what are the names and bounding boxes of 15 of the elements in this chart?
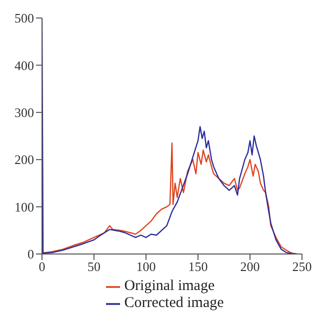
legend-label: Original image [124, 278, 215, 294]
y-tick-label: 400 [14, 58, 34, 73]
x-tick-label: 250 [292, 259, 312, 274]
legend-label: Corrected image [124, 295, 224, 311]
x-tick-label: 200 [240, 259, 260, 274]
y-tick-label: 0 [28, 246, 34, 262]
y-tick-label: 200 [14, 152, 34, 168]
y-tick-label: 500 [14, 10, 34, 26]
x-tick-label: 0 [38, 259, 46, 274]
y-tick-label: 300 [14, 105, 34, 120]
y-tick-label: 100 [14, 199, 34, 214]
x-tick-label: 100 [136, 259, 156, 274]
x-tick-label: 150 [188, 259, 208, 274]
line-series [42, 142, 298, 254]
x-tick-label: 50 [88, 259, 100, 274]
